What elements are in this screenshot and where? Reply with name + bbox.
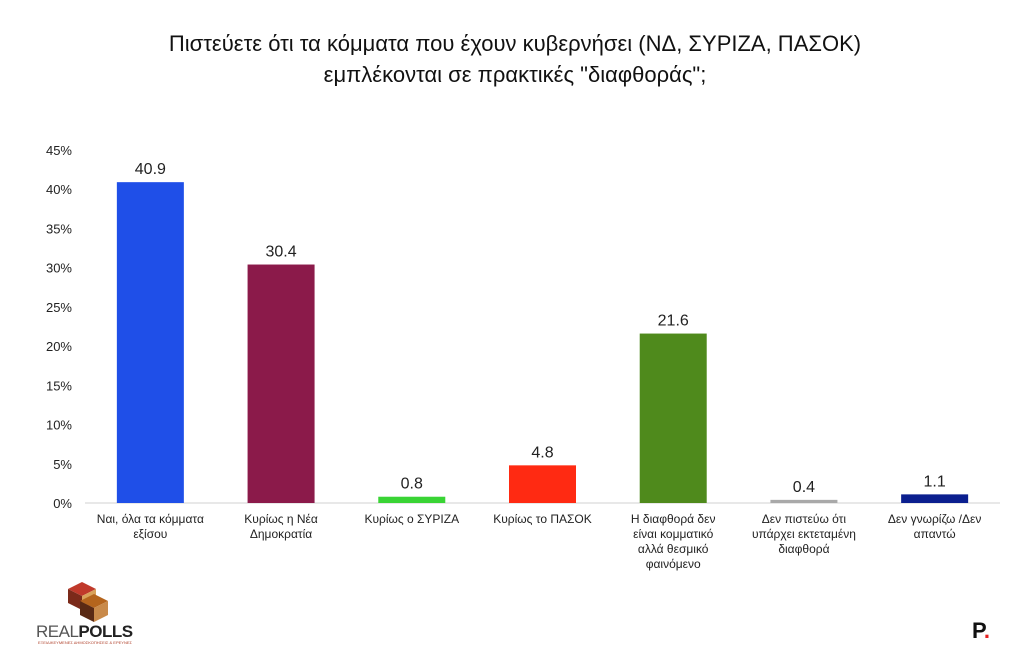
bar	[378, 496, 446, 503]
x-category-label-line: Δεν πιστεύω ότι	[761, 512, 847, 526]
x-category-label: Κυρίως το ΠΑΣΟΚ	[478, 512, 608, 527]
chart-title-line-1: Πιστεύετε ότι τα κόμματα που έχουν κυβερ…	[168, 31, 862, 56]
bar	[509, 465, 576, 503]
data-label: 0.8	[401, 476, 423, 493]
x-category-label-line: Κυρίως το ΠΑΣΟΚ	[493, 512, 592, 526]
bar	[901, 494, 969, 503]
logo-name: REALPOLLS	[36, 622, 133, 642]
x-category-label-line: Δεν γνωρίζω /Δεν	[887, 512, 982, 526]
x-category-label-line: Κυρίως ο ΣΥΡΙΖΑ	[364, 512, 460, 526]
y-tick-label: 5%	[53, 457, 72, 472]
chart-title-line-2: εμπλέκονται σε πρακτικές "διαφθοράς";	[323, 62, 707, 87]
x-category-label: Κυρίως ο ΣΥΡΙΖΑ	[347, 512, 477, 527]
data-label: 21.6	[658, 313, 689, 330]
x-category-label-line: αλλά θεσμικό	[637, 542, 709, 556]
bar	[639, 333, 707, 503]
x-category-label: Η διαφθορά δεν είναι κομματικό αλλά θεσμικ…	[608, 512, 738, 572]
y-tick-label: 35%	[46, 221, 72, 236]
data-label: 30.4	[266, 244, 297, 261]
logo-name-light: REAL	[36, 622, 79, 641]
y-tick-label: 25%	[46, 300, 72, 315]
x-category-label-line: είναι κομματικό	[633, 527, 714, 541]
x-category-label-line: Δημοκρατία	[249, 527, 313, 541]
y-tick-label: 45%	[46, 143, 72, 158]
x-category-label-line: Κυρίως η Νέα	[244, 512, 318, 526]
x-category-label: Δεν γνωρίζω /Δεν απαντώ	[870, 512, 1000, 542]
x-category-label-line: Η διαφθορά δεν	[630, 512, 716, 526]
y-tick-label: 15%	[46, 378, 72, 393]
brand-mark: P.	[972, 618, 990, 644]
x-category-label: Κυρίως η Νέα Δημοκρατία	[216, 512, 346, 542]
bar	[116, 182, 184, 503]
logo-name-bold: POLLS	[78, 622, 133, 641]
data-label: 1.1	[924, 473, 946, 490]
x-category-label-line: εξίσου	[133, 527, 168, 541]
data-label: 4.8	[531, 444, 553, 461]
y-tick-label: 40%	[46, 182, 72, 197]
y-tick-label: 10%	[46, 418, 72, 433]
data-label: 40.9	[135, 161, 166, 178]
y-tick-label: 0%	[53, 496, 72, 511]
x-category-label: Ναι, όλα τα κόμματα εξίσου	[85, 512, 215, 542]
data-label: 0.4	[793, 479, 815, 496]
x-category-label-line: φαινόμενο	[645, 557, 701, 571]
y-tick-label: 20%	[46, 339, 72, 354]
bar	[247, 264, 315, 503]
chart-title: Πιστεύετε ότι τα κόμματα που έχουν κυβερ…	[0, 28, 1030, 90]
brand-mark-dot: .	[983, 618, 990, 643]
x-category-label-line: απαντώ	[913, 527, 956, 541]
y-tick-label: 30%	[46, 261, 72, 276]
x-category-label: Δεν πιστεύω ότι υπάρχει εκτεταμένη διαφθορ…	[739, 512, 869, 557]
x-category-label-line: υπάρχει εκτεταμένη	[751, 527, 856, 541]
brand-mark-letter: P	[972, 618, 984, 643]
x-category-label-line: διαφθορά	[778, 542, 830, 556]
logo-cube-icon	[68, 582, 108, 622]
realpolls-logo: REALPOLLS ΕΞΕΙΔΙΚΕΥΜΕΝΕΣ ΔΗΜΟΣΚΟΠΗΣΕΙΣ &…	[36, 580, 146, 645]
x-category-label-line: Ναι, όλα τα κόμματα	[96, 512, 204, 526]
logo-tagline: ΕΞΕΙΔΙΚΕΥΜΕΝΕΣ ΔΗΜΟΣΚΟΠΗΣΕΙΣ & ΕΡΕΥΝΕΣ	[38, 640, 132, 645]
bar	[770, 499, 838, 503]
